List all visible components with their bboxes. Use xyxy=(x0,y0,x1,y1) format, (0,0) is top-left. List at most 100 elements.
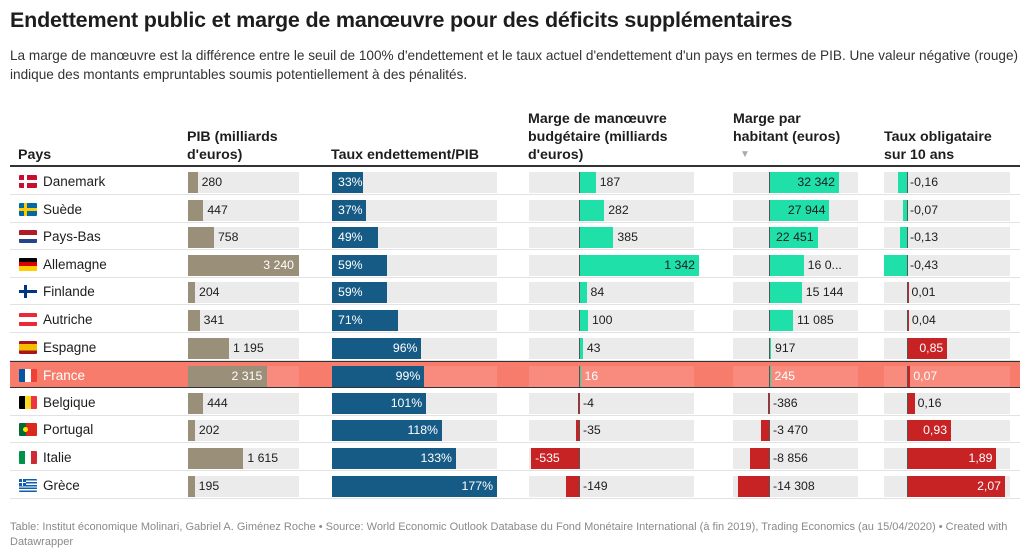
margin-zero-line xyxy=(579,199,580,221)
chart-description: La marge de manœuvre est la différence e… xyxy=(10,48,1019,82)
margin-cell: 1 342 xyxy=(529,254,699,276)
per-capita-zero-line xyxy=(769,420,770,442)
rate-bar xyxy=(884,254,907,276)
column-header-margin[interactable]: Marge de manœuvre budgétaire (milliards … xyxy=(528,111,668,163)
per-capita-bar xyxy=(767,392,769,414)
debt-cell: 59% xyxy=(332,282,497,304)
per-capita-value: 11 085 xyxy=(796,313,834,327)
pib-bar xyxy=(188,227,214,249)
country-name: Pays-Bas xyxy=(43,229,101,245)
per-capita-zero-line xyxy=(769,366,770,388)
rate-cell: 2,07 xyxy=(884,475,1010,497)
table-row[interactable]: Espagne 1 195 96% 43 917 0,85 xyxy=(10,334,1020,361)
table-row[interactable]: Italie 1 615 133% -535 -8 856 1,89 xyxy=(10,444,1020,471)
per-capita-bar xyxy=(749,448,769,469)
rate-bar xyxy=(907,420,952,442)
rate-cell: 0,04 xyxy=(884,310,1010,331)
per-capita-bar xyxy=(761,420,769,442)
margin-cell: -535 xyxy=(529,448,694,469)
margin-bar xyxy=(579,310,588,331)
rate-bar xyxy=(907,392,915,414)
debt-value: 49% xyxy=(338,230,363,245)
margin-cell: 187 xyxy=(529,172,694,193)
sort-indicator-icon[interactable]: ▼ xyxy=(740,149,750,160)
table-row[interactable]: Autriche 341 71% 100 11 085 0,04 xyxy=(10,306,1020,333)
rate-zero-line xyxy=(907,172,908,193)
debt-bar xyxy=(332,392,427,414)
debt-value: 33% xyxy=(338,175,363,189)
rate-cell: -0,43 xyxy=(884,254,1010,276)
per-capita-cell: -386 xyxy=(733,392,858,414)
pib-bar xyxy=(188,199,204,221)
pib-value: 444 xyxy=(207,395,228,410)
column-header-per-capita[interactable]: Marge par habitant (euros) xyxy=(733,111,841,145)
margin-cell: 43 xyxy=(529,337,694,359)
per-capita-zero-line xyxy=(769,337,770,359)
margin-value: -35 xyxy=(583,423,601,438)
per-capita-value: 15 144 xyxy=(805,285,844,300)
pib-bar xyxy=(188,392,204,414)
per-capita-bar xyxy=(769,254,804,276)
rate-value: 1,89 xyxy=(968,451,993,465)
table-row[interactable]: Allemagne 3 240 59% 1 342 16 0... -0,43 xyxy=(10,251,1020,278)
margin-cell: -149 xyxy=(529,475,694,497)
debt-cell: 37% xyxy=(332,199,497,221)
table-row[interactable]: Pays-Bas 758 49% 385 22 451 -0,13 xyxy=(10,223,1020,251)
column-header-debt[interactable]: Taux endettement/PIB xyxy=(331,147,479,163)
debt-cell: 118% xyxy=(332,420,497,442)
per-capita-value: 245 xyxy=(774,369,796,384)
per-capita-cell: -14 308 xyxy=(733,475,858,497)
per-capita-zero-line xyxy=(769,254,770,276)
per-capita-zero-line xyxy=(769,227,770,249)
pib-bar xyxy=(188,172,198,193)
margin-zero-line xyxy=(579,420,580,442)
rate-value: -0,16 xyxy=(910,175,939,189)
flag-de-icon xyxy=(19,257,37,271)
per-capita-value: -8 856 xyxy=(773,451,808,465)
per-capita-bar xyxy=(769,227,818,249)
per-capita-bar xyxy=(738,475,769,497)
country-name: Grèce xyxy=(43,477,80,493)
rate-bar xyxy=(907,366,911,388)
country-name: France xyxy=(43,368,86,384)
pib-bar xyxy=(188,366,268,388)
flag-it-icon xyxy=(19,451,37,464)
pib-bar xyxy=(188,448,244,469)
flag-gr-icon xyxy=(19,478,37,492)
rate-cell: 0,93 xyxy=(884,420,1010,442)
pib-value: 2 315 xyxy=(231,369,263,384)
margin-cell: -35 xyxy=(529,420,694,442)
table-row[interactable]: Grèce 195 177% -149 -14 308 2,07 xyxy=(10,472,1020,499)
pib-cell: 280 xyxy=(188,172,299,193)
flag-pt-icon xyxy=(19,423,37,437)
column-header-pib[interactable]: PIB (milliards d'euros) xyxy=(187,129,278,163)
pib-cell: 1 615 xyxy=(188,448,299,469)
country-name: Finlande xyxy=(43,284,95,300)
table-row[interactable]: Suède 447 37% 282 27 944 -0,07 xyxy=(10,196,1020,223)
table-row[interactable]: Portugal 202 118% -35 -3 470 0,93 xyxy=(10,416,1020,444)
table-row[interactable]: Belgique 444 101% -4 -386 0,16 xyxy=(10,389,1020,416)
rate-value: 0,07 xyxy=(913,369,938,384)
country-name: Belgique xyxy=(43,394,96,410)
per-capita-cell: 27 944 xyxy=(733,199,858,221)
per-capita-cell: 22 451 xyxy=(733,227,858,249)
margin-value: -4 xyxy=(583,395,594,410)
per-capita-cell: -3 470 xyxy=(733,420,858,442)
margin-value: 16 xyxy=(584,369,599,384)
table-row[interactable]: Finlande 204 59% 84 15 144 0,01 xyxy=(10,278,1020,306)
table-row[interactable]: Danemark 280 33% 187 32 342 -0,16 xyxy=(10,168,1020,195)
rate-bar xyxy=(907,475,1005,497)
debt-cell: 71% xyxy=(332,310,497,331)
margin-zero-line xyxy=(579,282,580,304)
per-capita-cell: -8 856 xyxy=(733,448,858,469)
margin-zero-line xyxy=(579,475,580,497)
per-capita-cell: 11 085 xyxy=(733,310,858,331)
debt-bar xyxy=(332,366,425,388)
per-capita-zero-line xyxy=(769,199,770,221)
rate-value: 0,85 xyxy=(919,340,944,355)
margin-bar xyxy=(579,199,605,221)
rate-bar xyxy=(900,227,907,249)
column-header-country[interactable]: Pays xyxy=(18,147,52,163)
table-row[interactable]: France 2 315 99% 16 245 0,07 xyxy=(10,361,1020,389)
column-header-rate[interactable]: Taux obligataire sur 10 ans xyxy=(884,129,992,163)
